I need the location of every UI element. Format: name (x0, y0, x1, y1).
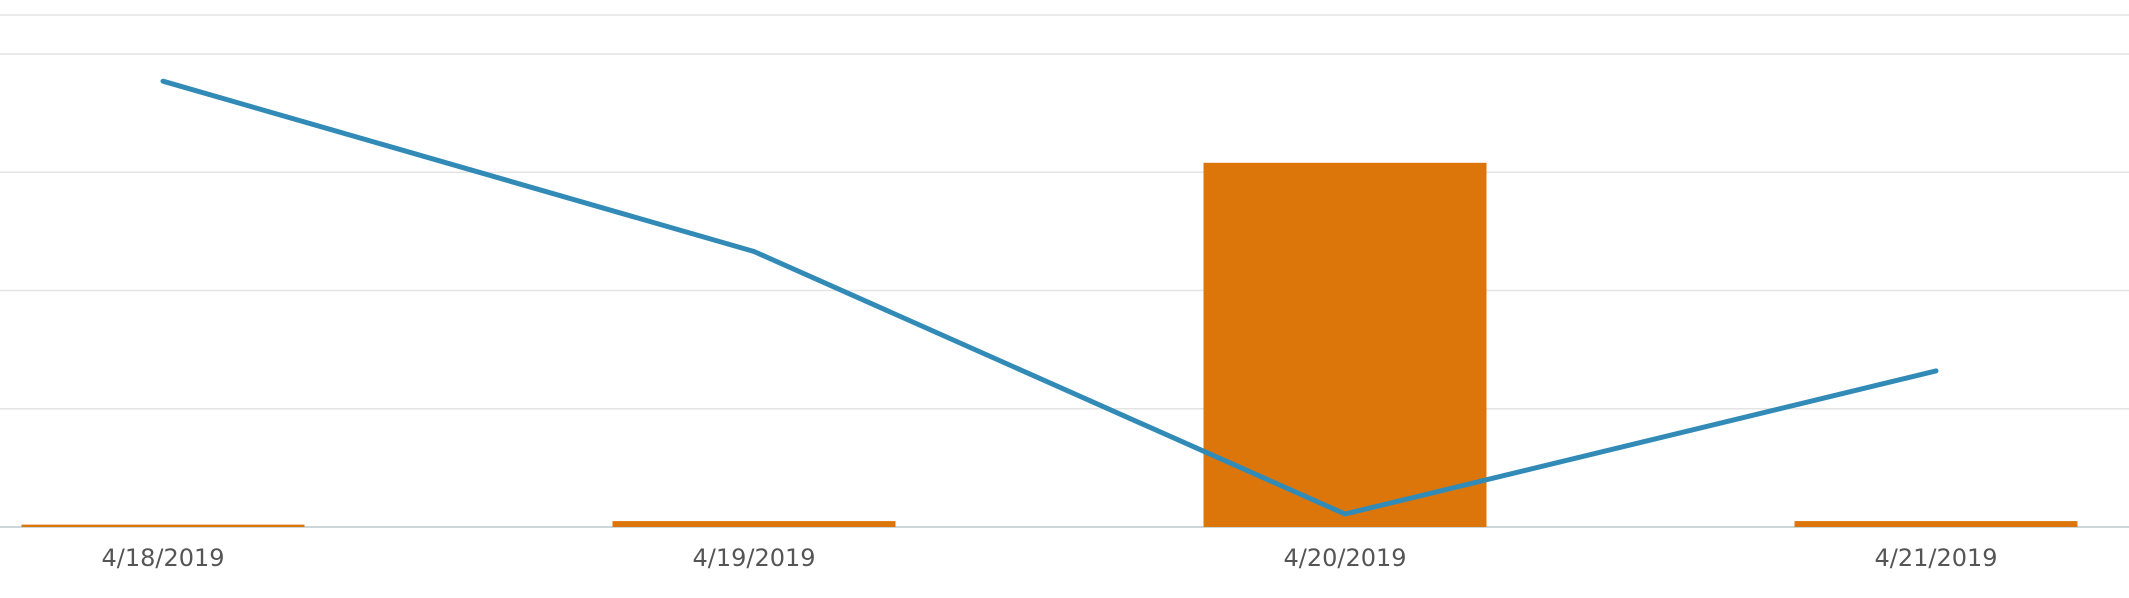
bar (1203, 162, 1487, 528)
line (160, 78, 1939, 517)
x-tick-label: 4/18/2019 (101, 544, 224, 572)
x-tick-label: 4/20/2019 (1283, 544, 1406, 572)
bar (612, 521, 896, 527)
bar (1794, 521, 2078, 527)
bar (21, 524, 305, 527)
x-tick-label: 4/21/2019 (1874, 544, 1997, 572)
x-tick-label: 4/19/2019 (692, 544, 815, 572)
